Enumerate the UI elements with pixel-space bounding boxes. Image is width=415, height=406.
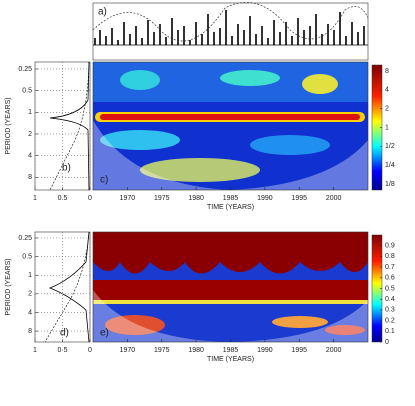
x-axis-label: TIME (YEARS) <box>207 356 254 363</box>
x-tick-label: 1 <box>33 195 37 202</box>
x-tick-label: 1980 <box>188 347 204 354</box>
y-tick-label: 0.5 <box>22 253 32 260</box>
x-tick-label: 1980 <box>188 195 204 202</box>
panel-label: d) <box>60 328 69 339</box>
x-tick-label: 1 <box>33 347 37 354</box>
y-tick-label: 2 <box>28 291 32 298</box>
colorbar-tick-label: 0.2 <box>385 317 395 324</box>
colorbar-tick-label: 2 <box>385 106 389 113</box>
spectrum-curve <box>48 231 90 343</box>
colorbar-tick-label: 0.9 <box>385 243 395 250</box>
y-tick-label: 8 <box>28 174 32 181</box>
y-axis-label: PERIOD (YEARS) <box>5 258 12 315</box>
wavelet-power <box>92 61 369 191</box>
x-axis-label: TIME (YEARS) <box>207 204 254 211</box>
x-tick-label: 1970 <box>120 347 136 354</box>
x-tick-label: 1990 <box>257 347 273 354</box>
y-tick-label: 0.25 <box>18 66 32 73</box>
colorbar-tick-label: 0.8 <box>385 253 395 260</box>
panel-label: a) <box>98 7 107 18</box>
x-tick-label: 0 <box>88 347 92 354</box>
y-axis-label: PERIOD (YEARS) <box>5 97 12 154</box>
x-tick-label: 0.5 <box>58 195 68 202</box>
x-tick-label: 2000 <box>326 195 342 202</box>
x-tick-label: 2000 <box>326 347 342 354</box>
colorbar-tick-label: 0.4 <box>385 296 395 303</box>
y-tick-label: 8 <box>28 328 32 335</box>
x-tick-label: 1990 <box>257 195 273 202</box>
x-tick-label: 0·5 <box>57 347 67 354</box>
colorbar-tick-label: 8 <box>385 68 389 75</box>
colorbar-tick-label: 1/4 <box>385 162 395 169</box>
x-tick-label: 0 <box>88 195 92 202</box>
x-tick-label: 1985 <box>223 195 239 202</box>
y-tick-label: 4 <box>28 309 32 316</box>
x-tick-label: 1995 <box>291 347 307 354</box>
colorbar-tick-label: 1/2 <box>385 143 395 150</box>
x-tick-label: 1985 <box>223 347 239 354</box>
colorbar-tick-label: 0.7 <box>385 264 395 271</box>
x-tick-label: 1975 <box>154 195 170 202</box>
panel-label: c) <box>100 175 108 186</box>
significance-curve <box>44 231 90 343</box>
y-tick-label: 2 <box>28 131 32 138</box>
colorbar-tick-label: 0.6 <box>385 275 395 282</box>
y-tick-label: 4 <box>28 152 32 159</box>
panel-label: e) <box>100 328 109 339</box>
significance-curve <box>49 61 90 191</box>
colorbar-tick-label: 0.3 <box>385 307 395 314</box>
colorbar-tick-label: 4 <box>385 87 389 94</box>
x-tick-label: 1975 <box>154 347 170 354</box>
colorbar-tick-label: 0.1 <box>385 328 395 335</box>
time-series <box>92 2 369 61</box>
wavelet-coherence <box>92 231 369 343</box>
y-tick-label: 0.25 <box>18 235 32 242</box>
x-tick-label: 1970 <box>120 195 136 202</box>
colorbar-tick-label: 0.5 <box>385 285 395 292</box>
panel-label: b) <box>62 163 71 174</box>
x-tick-label: 1995 <box>291 195 307 202</box>
colorbar-tick-label: 1 <box>385 124 389 131</box>
colorbar-tick-label: 0 <box>385 339 389 346</box>
y-tick-label: 1 <box>28 109 32 116</box>
y-tick-label: 0.5 <box>22 87 32 94</box>
spectrum-curve <box>49 61 90 191</box>
colorbar-tick-label: 1/8 <box>385 181 395 188</box>
y-tick-label: 1 <box>28 272 32 279</box>
